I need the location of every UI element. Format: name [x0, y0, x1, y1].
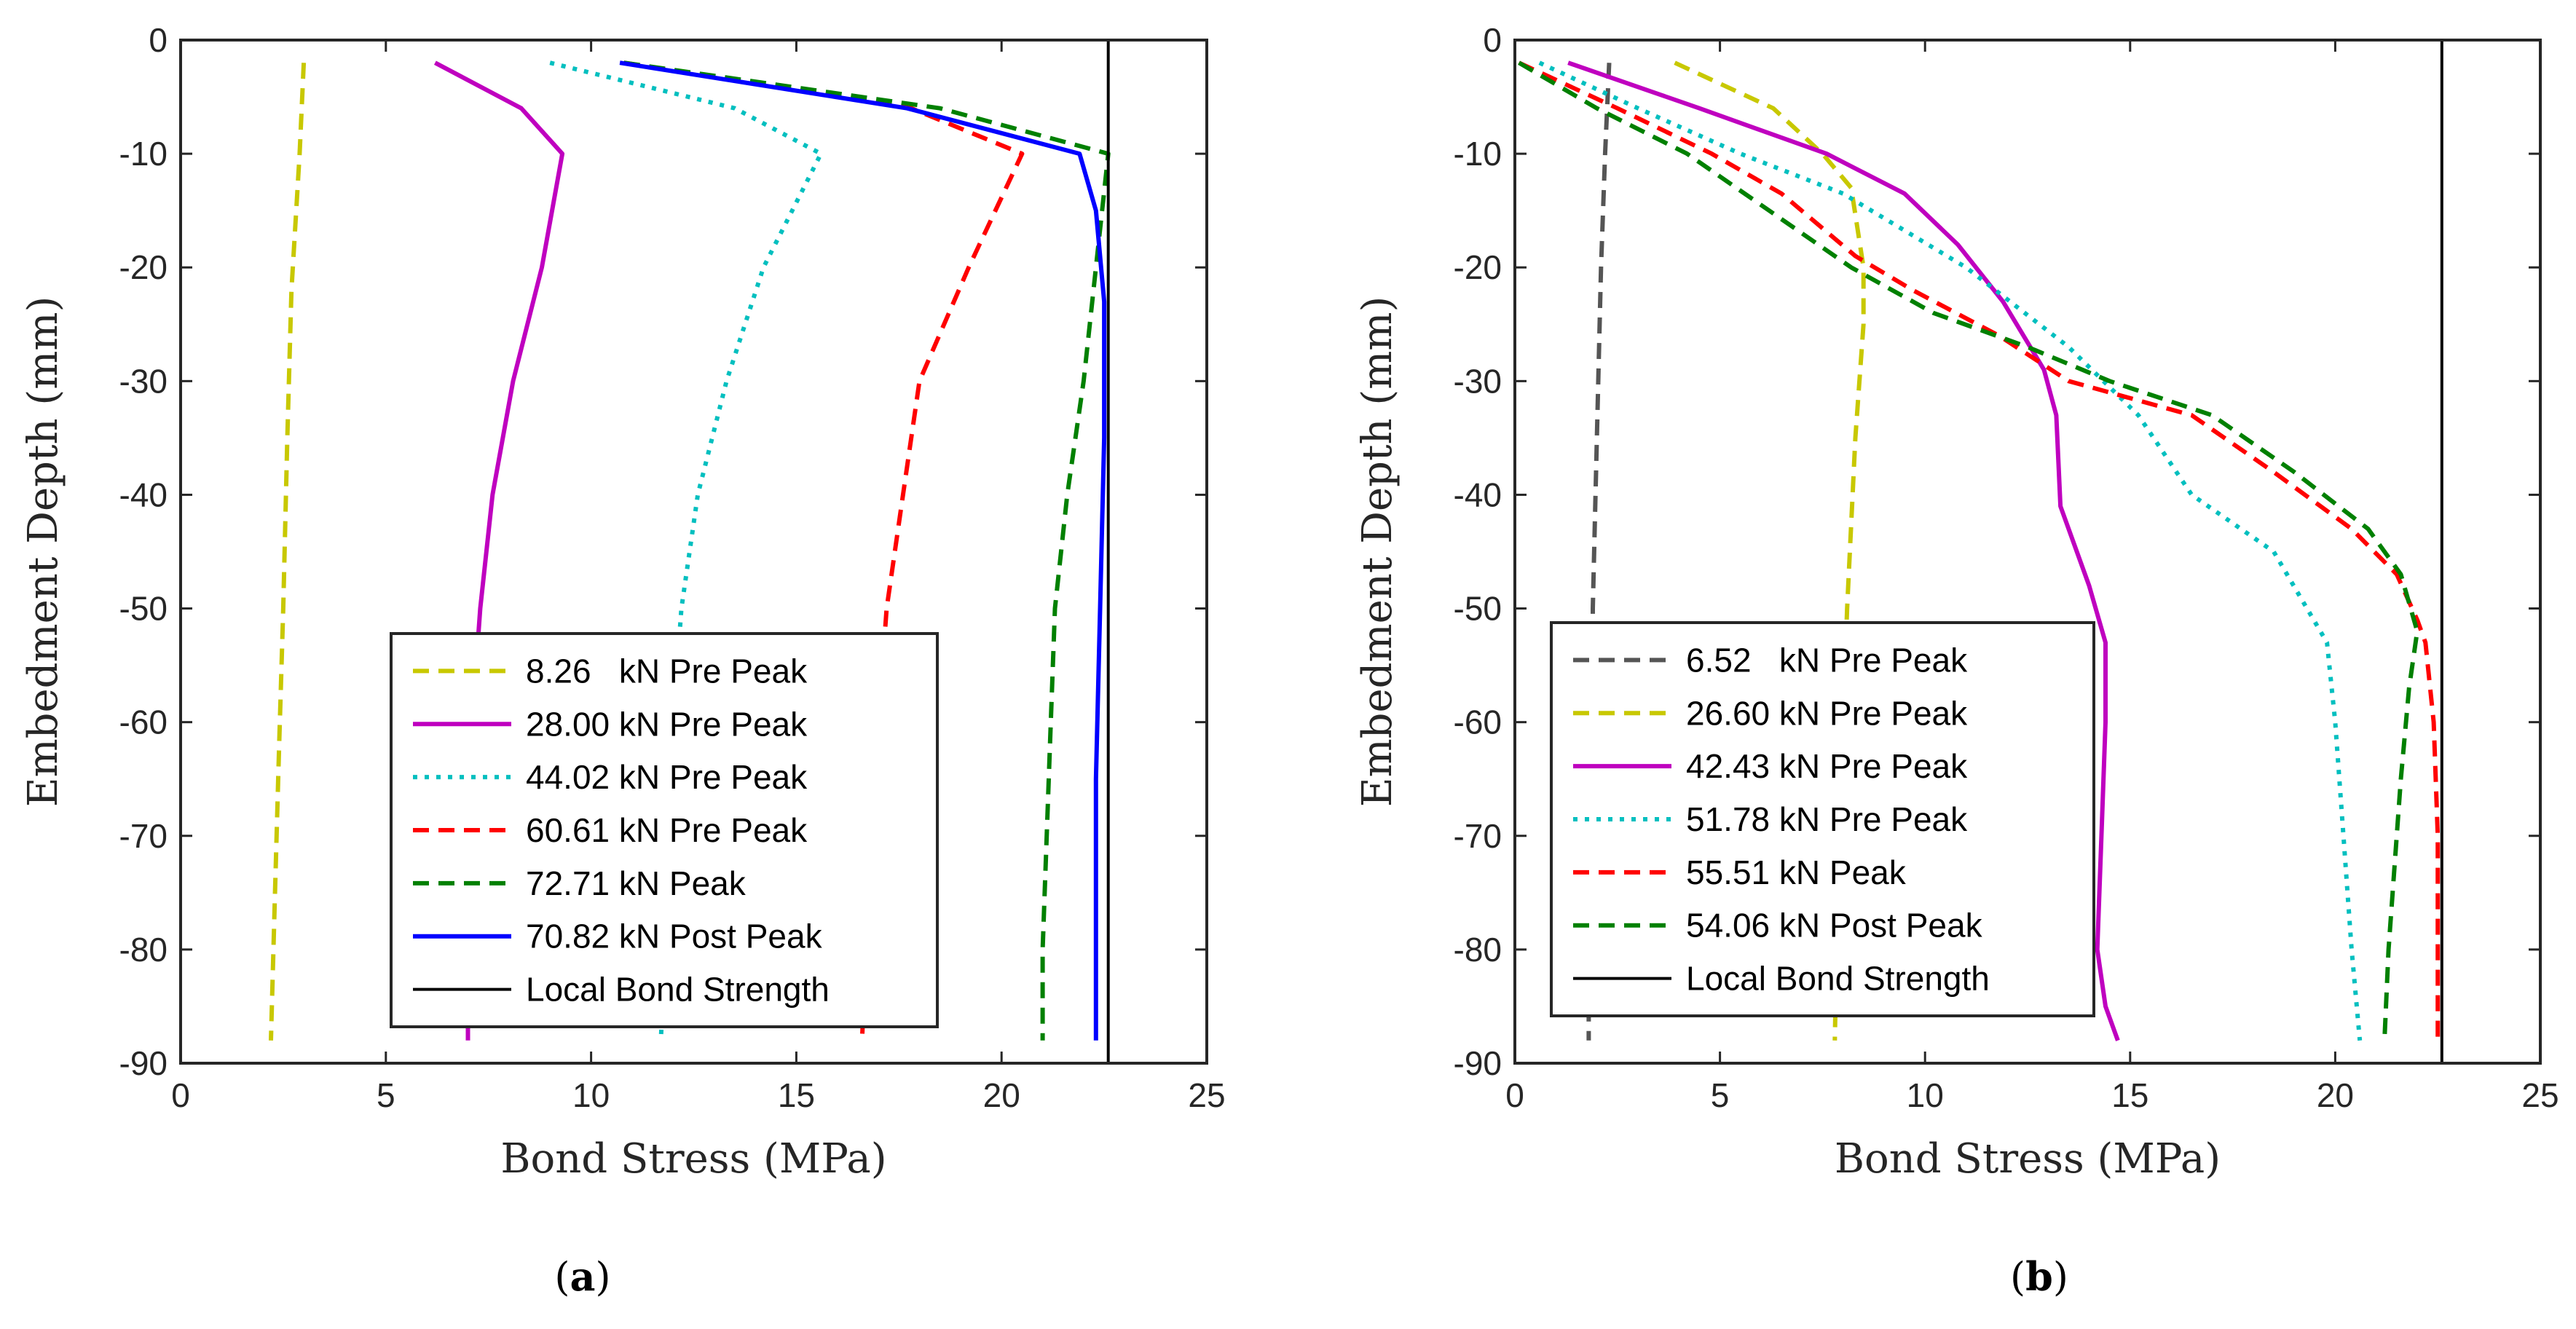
axes-frame [179, 39, 1208, 1065]
legend-label-4: 72.71 kN Peak [526, 864, 747, 902]
legend-label-2: 44.02 kN Pre Peak [526, 758, 808, 796]
y-tick-label: -30 [1454, 362, 1502, 400]
x-tick-label: 20 [2317, 1076, 2354, 1114]
y-axis-label: Embedment Depth (mm) [1354, 296, 1401, 808]
legend: 6.52 kN Pre Peak 26.60 kN Pre Peak 42.43 k… [1550, 621, 2095, 1017]
x-axis-label: Bond Stress (MPa) [500, 1135, 886, 1183]
y-tick-label: -50 [119, 590, 168, 628]
series-line-5 [1518, 60, 2419, 1041]
legend-label-2: 42.43 kN Pre Peak [1686, 747, 1968, 785]
legend-label-6: Local Bond Strength [526, 971, 830, 1009]
legend-label-1: 26.60 kN Pre Peak [1686, 694, 1968, 732]
legend-box [390, 632, 939, 1028]
x-tick-label: 10 [1907, 1076, 1944, 1114]
y-tick-label: -30 [119, 362, 168, 400]
y-tick-label: -80 [119, 931, 168, 969]
y-tick-label: -20 [119, 248, 168, 286]
y-tick-label: -60 [1454, 703, 1502, 741]
legend: 8.26 kN Pre Peak 28.00 kN Pre Peak 44.02 k… [390, 632, 939, 1028]
y-tick-label: -70 [1454, 817, 1502, 855]
x-tick-label: 0 [171, 1076, 190, 1114]
y-tick-label: -40 [119, 476, 168, 513]
y-tick-label: -20 [1454, 248, 1502, 286]
y-tick-label: 0 [149, 21, 168, 59]
y-tick-label: -80 [1454, 931, 1502, 969]
legend-label-3: 60.61 kN Pre Peak [526, 811, 808, 849]
series-line-4 [1518, 60, 2441, 1041]
legend-label-0: 8.26 kN Pre Peak [526, 652, 808, 690]
y-tick-label: -50 [1454, 590, 1502, 628]
y-tick-label: -60 [119, 703, 168, 741]
legend-box [1550, 621, 2095, 1017]
y-tick-label: -70 [119, 817, 168, 855]
panel-label: (b) [2010, 1253, 2068, 1300]
legend-label-3: 51.78 kN Pre Peak [1686, 800, 1968, 838]
x-tick-label: 15 [2111, 1076, 2148, 1114]
legend-label-1: 28.00 kN Pre Peak [526, 705, 808, 743]
series-group [1518, 40, 2443, 1063]
legend-label-4: 55.51 kN Peak [1686, 853, 1907, 891]
x-tick-label: 25 [1188, 1076, 1225, 1114]
y-tick-label: -10 [119, 135, 168, 173]
series-line-0 [1586, 63, 1612, 1041]
series-line-3 [1538, 60, 2363, 1041]
x-tick-label: 5 [377, 1076, 395, 1114]
series-line-5 [619, 60, 1107, 1041]
legend-label-0: 6.52 kN Pre Peak [1686, 641, 1968, 679]
x-axis-label: Bond Stress (MPa) [1835, 1135, 2221, 1183]
x-tick-label: 0 [1505, 1076, 1524, 1114]
y-tick-label: -10 [1454, 135, 1502, 173]
panel-b: 0 5 10 15 20 25 0 -10 -20 -30 -40 -50 -60 -70 -80 -90 Bo… [1354, 21, 2559, 1300]
y-axis-label: Embedment Depth (mm) [20, 296, 67, 808]
panel-label: (a) [554, 1253, 610, 1300]
series-line-0 [269, 63, 307, 1041]
panel-a: 0 5 10 15 20 25 0 -10 -20 -30 -40 -50 -60 -70 -80 -90 Bo… [20, 21, 1226, 1300]
x-tick-label: 15 [778, 1076, 815, 1114]
legend-label-5: 54.06 kN Post Peak [1686, 907, 1983, 945]
series-line-2 [1567, 60, 2120, 1041]
y-tick-label: -90 [1454, 1044, 1502, 1082]
axes-frame [1513, 39, 2542, 1065]
legend-label-6: Local Bond Strength [1686, 960, 1990, 998]
legend-label-5: 70.82 kN Post Peak [526, 918, 823, 955]
x-tick-label: 10 [572, 1076, 610, 1114]
x-tick-label: 5 [1711, 1076, 1730, 1114]
y-tick-label: -90 [119, 1044, 168, 1082]
x-tick-label: 25 [2521, 1076, 2559, 1114]
y-tick-label: 0 [1483, 21, 1502, 59]
y-tick-label: -40 [1454, 476, 1502, 513]
series-line-4 [623, 60, 1111, 1041]
x-tick-label: 20 [983, 1076, 1020, 1114]
